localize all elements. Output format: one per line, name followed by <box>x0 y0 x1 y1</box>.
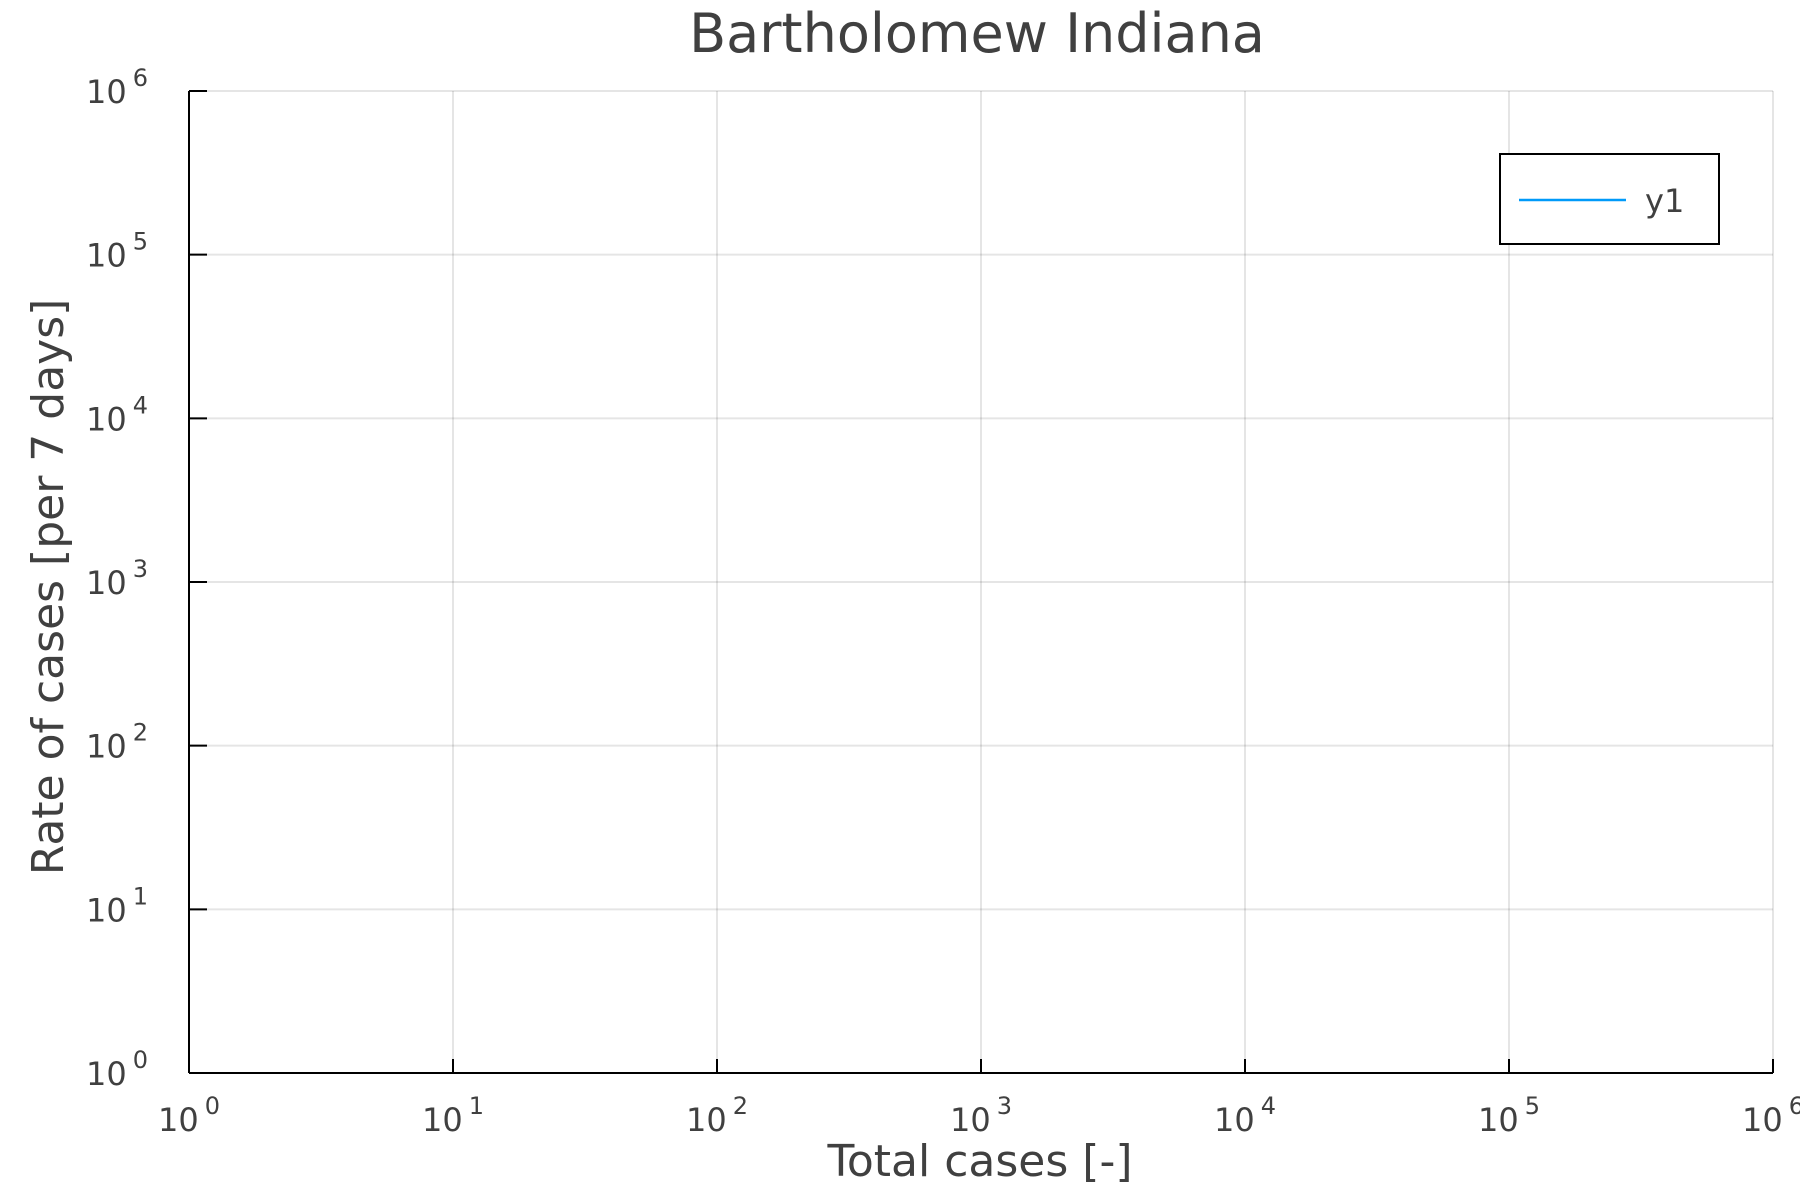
y-tick-label: 10 5 <box>86 228 148 275</box>
x-tick-label: 10 1 <box>422 1092 484 1139</box>
x-tick-label: 10 3 <box>950 1092 1012 1139</box>
x-axis-label: Total cases [-] <box>826 1136 1132 1187</box>
x-gridlines <box>188 91 1774 1073</box>
y-axis-label: Rate of cases [per 7 days] <box>23 299 74 876</box>
legend-label-y1: y1 <box>1645 182 1684 220</box>
x-tick-label: 10 0 <box>158 1092 220 1139</box>
x-tick-label: 10 5 <box>1478 1092 1540 1139</box>
x-ticks: 10 0 10 1 10 2 10 3 10 4 10 5 10 6 <box>158 1059 1800 1139</box>
y-tick-label: 10 4 <box>86 391 148 438</box>
legend: y1 <box>1499 153 1720 245</box>
y-tick-label: 10 6 <box>86 64 148 111</box>
x-tick-label: 10 4 <box>1214 1092 1276 1139</box>
y-tick-label: 10 2 <box>86 719 148 766</box>
y-gridlines <box>189 90 1773 1074</box>
chart-title: Bartholomew Indiana <box>689 2 1265 65</box>
y-tick-label: 10 0 <box>86 1046 148 1093</box>
x-tick-label: 10 6 <box>1742 1092 1800 1139</box>
y-tick-label: 10 3 <box>86 555 148 602</box>
y-tick-label: 10 1 <box>86 882 148 929</box>
x-tick-label: 10 2 <box>686 1092 748 1139</box>
